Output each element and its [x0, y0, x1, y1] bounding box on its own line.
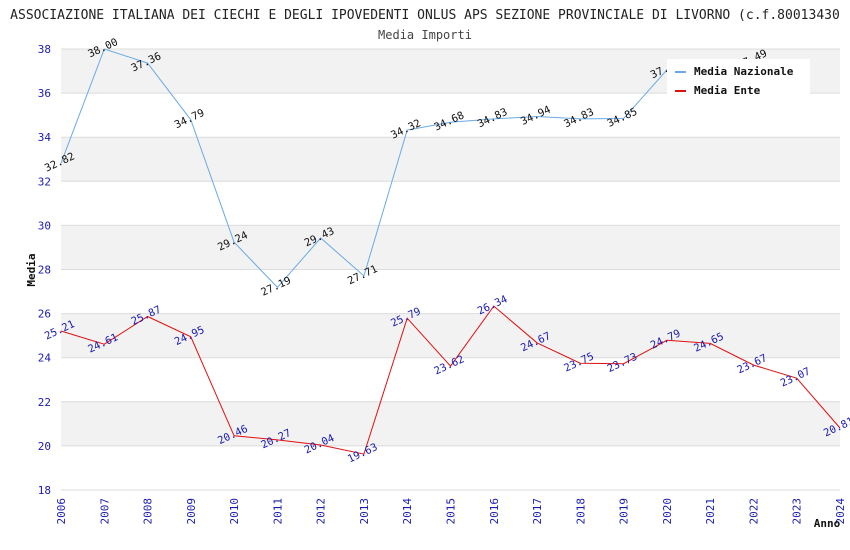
legend[interactable]: Media Nazionale Media Ente [667, 59, 810, 101]
y-tick-label: 26 [38, 308, 51, 321]
plot-band [61, 225, 840, 270]
y-tick-label: 22 [38, 396, 51, 409]
y-tick-label: 38 [38, 43, 51, 56]
x-tick-label: 2022 [747, 498, 760, 525]
y-tick-label: 24 [38, 352, 52, 365]
plot-band [61, 445, 840, 490]
y-tick-label: 18 [38, 484, 51, 497]
y-tick-label: 34 [38, 131, 52, 144]
x-tick-label: 2010 [228, 498, 241, 525]
x-tick-label: 2018 [574, 498, 587, 525]
y-tick-label: 28 [38, 264, 51, 277]
plot-band [61, 401, 840, 446]
y-tick-label: 32 [38, 175, 51, 188]
x-axis-label: Anno [814, 517, 841, 530]
y-tick-label: 20 [38, 440, 51, 453]
plot-band [61, 269, 840, 314]
x-tick-label: 2009 [185, 498, 198, 525]
x-tick-label: 2023 [791, 498, 804, 525]
x-tick-label: 2017 [531, 498, 544, 525]
x-tick-label: 2008 [142, 498, 155, 525]
plot-band [61, 313, 840, 358]
plot-band [61, 181, 840, 226]
gridlines [61, 48, 840, 491]
x-tick-label: 2013 [358, 498, 371, 525]
x-tick-label: 2021 [704, 498, 717, 525]
legend-box [667, 59, 810, 101]
x-tick-label: 2024 [834, 498, 847, 525]
y-tick-label: 36 [38, 87, 51, 100]
x-tick-label: 2007 [98, 498, 111, 525]
series-lines [60, 48, 841, 455]
x-tick-label: 2014 [401, 498, 414, 525]
x-tick-label: 2020 [661, 498, 674, 525]
legend-label: Media Nazionale [694, 65, 794, 78]
plot-band [61, 357, 840, 402]
x-tick-label: 2011 [271, 498, 284, 525]
y-tick-label: 30 [38, 219, 51, 232]
x-axis-ticks: 2006 2007 2008 2009 2010 2011 2012 2013 2014 2015… [55, 498, 847, 525]
chart-title: ASSOCIAZIONE ITALIANA DEI CIECHI E DEGLI… [10, 8, 840, 23]
legend-label: Media Ente [694, 84, 761, 97]
plot-band [61, 137, 840, 182]
y-axis-label: Media [25, 253, 38, 286]
y-axis-ticks: 18 20 22 24 26 28 30 32 34 36 38 [38, 43, 52, 497]
x-tick-label: 2012 [315, 498, 328, 525]
x-tick-label: 2019 [618, 498, 631, 525]
chart-subtitle: Media Importi [378, 28, 472, 42]
plot-background [61, 49, 840, 490]
x-tick-label: 2016 [488, 498, 501, 525]
series-line-media-nazionale [60, 48, 754, 289]
x-tick-label: 2006 [55, 498, 68, 525]
x-tick-label: 2015 [445, 498, 458, 525]
series-line-media-ente [60, 305, 841, 455]
